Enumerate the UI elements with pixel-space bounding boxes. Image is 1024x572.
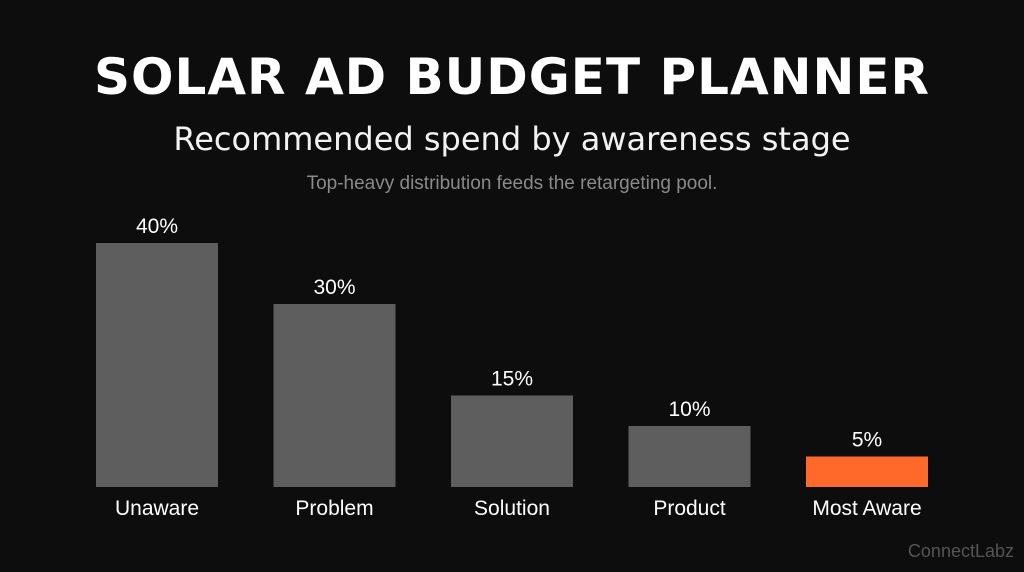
chart-subtitle: Recommended spend by awareness stage [173, 120, 851, 158]
bar-problem [273, 304, 396, 487]
category-label: Most Aware [812, 497, 921, 520]
bar-most-aware [806, 456, 928, 487]
category-label: Product [653, 497, 726, 520]
category-label: Problem [295, 497, 373, 520]
category-label: Unaware [115, 497, 199, 520]
watermark: ConnectLabz [907, 541, 1014, 561]
value-label: 40% [136, 215, 178, 238]
chart-title: SOLAR AD BUDGET PLANNER [93, 48, 931, 106]
bar-product [628, 426, 751, 487]
value-label: 5% [852, 429, 882, 452]
chart-caption: Top-heavy distribution feeds the retarge… [306, 173, 718, 194]
value-label: 30% [313, 276, 355, 299]
bars-layer [96, 243, 928, 487]
value-label: 15% [491, 368, 533, 391]
value-label: 10% [668, 398, 710, 421]
category-label: Solution [474, 497, 550, 520]
bar-unaware [96, 243, 218, 487]
bar-solution [451, 395, 573, 487]
labels-layer: 40% Unaware 30% Problem 15% Solution 10% Produc… [115, 215, 922, 520]
